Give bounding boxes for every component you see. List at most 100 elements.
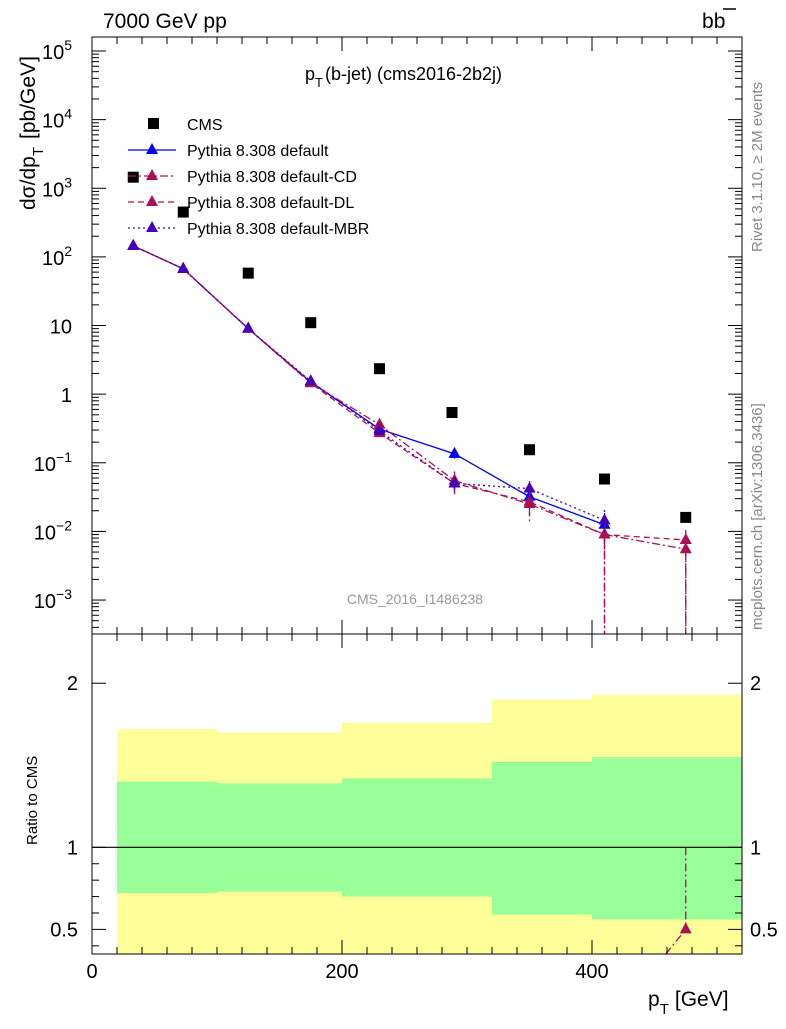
main-y-tick-base: 10 — [42, 248, 64, 270]
main-y-tick-label: 104 — [42, 106, 72, 133]
main-y-tick-label: 105 — [42, 37, 72, 64]
side-rivet-label: Rivet 3.1.10, ≥ 2M events — [749, 82, 766, 252]
main-y-tick-label: 102 — [42, 243, 72, 270]
data-point-triangle — [373, 417, 386, 429]
main-title-rest: (b-jet) (cms2016-2b2j) — [325, 64, 502, 84]
ratio-y-axis-label: Ratio to CMS — [24, 756, 41, 845]
ratio-y-tick-label: 2 — [67, 673, 78, 695]
data-point-triangle — [598, 513, 611, 525]
data-point-triangle — [448, 476, 461, 488]
main-y-tick-base: 10 — [42, 111, 64, 133]
header-right-bbar: b — [714, 10, 726, 33]
main-y-tick-base: 10 — [34, 454, 56, 476]
main-y-tick-label: 10 — [50, 317, 72, 339]
ratio-x-axis-label: pT [GeV] — [648, 988, 729, 1018]
main-ylabel-unit: [pb/GeV] — [17, 56, 40, 139]
legend-label: Pythia 8.308 default-DL — [187, 195, 354, 212]
main-y-tick-base: 10 — [42, 179, 64, 201]
ratio-band-green — [117, 781, 217, 894]
main-y-tick-exp: −1 — [56, 449, 72, 465]
legend-marker-triangle — [146, 195, 158, 206]
main-y-tick-exp: 4 — [64, 106, 72, 122]
legend-marker-square — [148, 118, 159, 129]
main-title-p: p — [305, 64, 315, 84]
data-point-cms — [177, 206, 189, 218]
data-point-triangle — [242, 321, 255, 333]
main-y-tick-label: 103 — [42, 174, 72, 201]
main-y-tick-base: 10 — [42, 42, 64, 64]
data-point-cms — [242, 267, 254, 279]
data-point-triangle — [373, 424, 386, 436]
ratio-band-green — [492, 762, 592, 915]
watermark-label: CMS_2016_I1486238 — [347, 591, 483, 607]
series-line-2 — [132, 245, 686, 550]
data-point-triangle — [304, 374, 317, 386]
ratio-band-green — [217, 783, 342, 892]
data-point-cms — [127, 171, 139, 183]
data-point-cms — [374, 363, 385, 375]
data-point-cms — [599, 473, 610, 485]
ratio-y-tick-label-right: 2 — [750, 673, 761, 695]
main-y-tick-label: 10−1 — [34, 449, 72, 476]
data-point-triangle — [523, 494, 536, 506]
ratio-xlabel-unit: [GeV] — [675, 988, 729, 1011]
data-point-triangle — [598, 527, 611, 539]
main-y-tick-base: 1 — [61, 385, 72, 407]
header-right-b: b — [702, 10, 714, 33]
ratio-series-layer — [665, 847, 692, 955]
main-y-tick-exp: −2 — [56, 517, 72, 533]
data-point-cms — [305, 317, 317, 329]
main-y-tick-exp: 5 — [64, 37, 72, 53]
main-y-tick-base: 10 — [34, 591, 56, 613]
legend-marker-triangle — [146, 221, 158, 232]
side-mcplots-label: mcplots.cern.ch [arXiv:1306.3436] — [749, 403, 766, 630]
data-point-triangle — [679, 532, 692, 544]
data-point-triangle — [679, 542, 692, 554]
legend-label: Pythia 8.308 default-CD — [187, 169, 357, 186]
header-left-label: 7000 GeV pp — [103, 10, 227, 33]
legend-marker-triangle — [146, 143, 158, 154]
data-point-triangle — [448, 446, 461, 458]
data-point-triangle — [127, 238, 140, 250]
ratio-x-tick-label: 0 — [86, 961, 97, 983]
legend-label: Pythia 8.308 default-MBR — [187, 221, 369, 238]
main-title-sub: T — [315, 75, 323, 90]
main-y-tick-label: 10−3 — [34, 586, 72, 613]
main-y-tick-base: 10 — [34, 522, 56, 544]
main-ylabel-main: dσ/dp — [17, 156, 40, 210]
ratio-y-tick-label: 1 — [67, 837, 78, 859]
ratio-xlabel-main: p — [648, 988, 660, 1011]
ratio-band-green — [342, 778, 492, 897]
main-series-layer — [127, 171, 692, 634]
ratio-y-tick-label-right: 0.5 — [750, 919, 778, 941]
main-y-tick-label: 10−2 — [34, 517, 72, 544]
legend: CMS Pythia 8.308 default Pythia 8.308 defa… — [128, 117, 369, 238]
legend-label: CMS — [187, 117, 223, 134]
ratio-axes-layer: 0.5 0.5 1 1 2 2 0 200 400 — [50, 634, 778, 983]
ratio-x-tick-label: 400 — [575, 961, 608, 983]
legend-label: Pythia 8.308 default — [187, 143, 329, 160]
main-ylabel-sub: T — [30, 147, 47, 156]
ratio-bands-layer — [92, 694, 742, 954]
ratio-xlabel-sub: T — [660, 1001, 669, 1018]
main-y-tick-exp: 2 — [64, 243, 72, 259]
series-line-3 — [132, 245, 686, 541]
main-y-tick-base: 10 — [50, 317, 72, 339]
legend-marker-triangle — [146, 169, 158, 180]
main-title: pT (b-jet) (cms2016-2b2j) — [305, 64, 502, 90]
main-y-tick-exp: 3 — [64, 174, 72, 190]
ratio-y-tick-label-right: 1 — [750, 837, 761, 859]
ratio-plot-panel: 0.5 0.5 1 1 2 2 0 200 400 Ratio to CMS pT [GeV] — [24, 633, 778, 1018]
main-y-tick-exp: −3 — [56, 586, 72, 602]
data-point-triangle — [177, 261, 190, 273]
data-point-cms — [446, 407, 458, 419]
ratio-y-tick-label: 0.5 — [50, 919, 78, 941]
main-y-tick-label: 1 — [61, 385, 72, 407]
ratio-band-green — [592, 757, 742, 920]
data-point-cms — [524, 444, 535, 456]
ratio-series-line — [665, 928, 687, 955]
ratio-x-tick-label: 200 — [325, 961, 358, 983]
